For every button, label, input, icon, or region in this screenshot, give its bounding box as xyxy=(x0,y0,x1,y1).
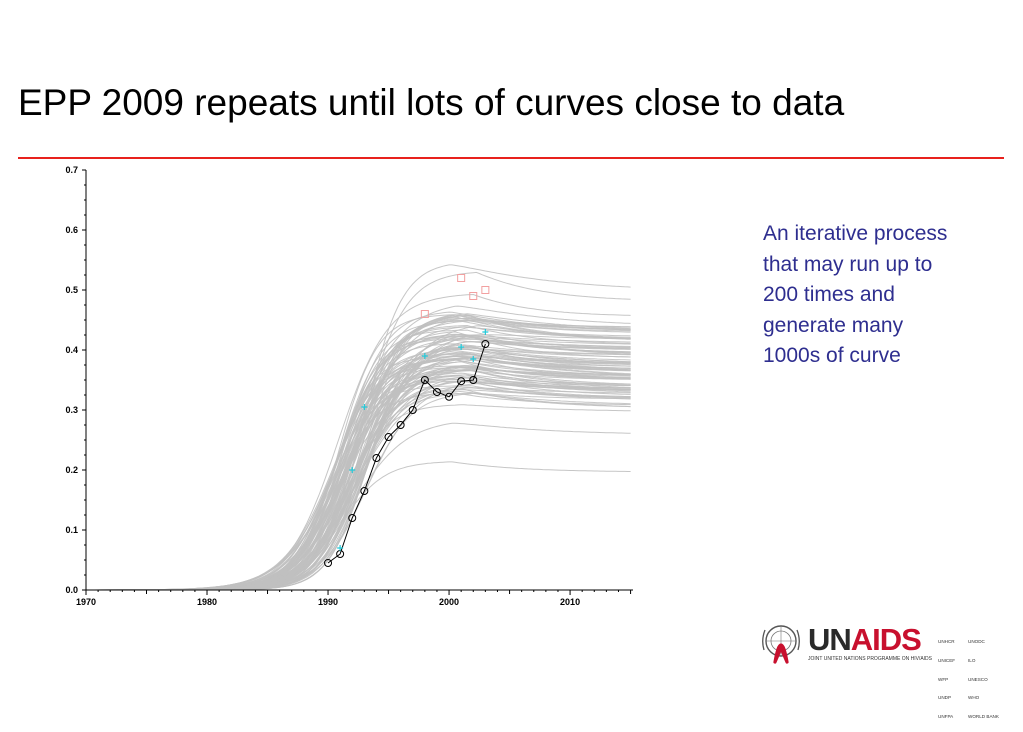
y-tick-label: 0.6 xyxy=(65,225,78,235)
data-point-cross xyxy=(421,353,428,359)
data-point-circle xyxy=(396,421,405,429)
simulated-curves xyxy=(86,264,631,591)
x-tick-label: 2010 xyxy=(560,597,580,607)
y-tick-label: 0.2 xyxy=(65,465,78,475)
cosponsors-list-2: UNODC ILO UNESCO WHO WORLD BANK xyxy=(968,627,999,732)
y-tick-label: 0.0 xyxy=(65,585,78,595)
data-point-circle xyxy=(384,433,393,441)
cosponsor: WFP xyxy=(938,676,949,682)
x-tick-label: 1980 xyxy=(197,597,217,607)
data-point-circle xyxy=(348,514,357,522)
data-point-circle xyxy=(360,487,369,495)
cosponsor: UNHCR xyxy=(938,639,955,645)
data-point-circle xyxy=(372,454,381,462)
cosponsor: ILO xyxy=(968,658,976,664)
data-point-cross xyxy=(470,356,477,362)
cosponsors-list-1: UNHCR UNICEF WFP UNDP UNFPA xyxy=(938,627,955,732)
data-point-cross xyxy=(337,545,344,551)
cosponsor: UNICEF xyxy=(938,658,956,664)
data-point-circle xyxy=(324,559,333,567)
cosponsor: UNFPA xyxy=(938,713,954,719)
data-point-circle xyxy=(432,388,441,396)
data-point-cross xyxy=(482,329,489,335)
iteration-note: An iterative process that may run up to … xyxy=(763,222,948,367)
slide-title: EPP 2009 repeats until lots of curves cl… xyxy=(18,82,845,123)
surveillance-data-points xyxy=(324,274,490,567)
logo-subtitle: JOINT UNITED NATIONS PROGRAMME ON HIV/AI… xyxy=(808,656,932,662)
chart-axes: 0.0 0.1 0.2 0.3 0.4 0.5 0.6 0.7 1970 1980 1990 2000… xyxy=(65,165,633,607)
cosponsor: UNODC xyxy=(968,639,985,645)
data-point-circle xyxy=(457,377,466,386)
cosponsor: UNDP xyxy=(938,695,952,701)
data-point-cross xyxy=(361,404,368,410)
cosponsor: UNESCO xyxy=(968,676,988,682)
un-emblem-with-red-ribbon-icon xyxy=(762,625,800,664)
data-point-circle xyxy=(408,406,417,414)
data-point-circle xyxy=(481,340,490,348)
y-tick-label: 0.5 xyxy=(65,285,78,295)
y-tick-label: 0.7 xyxy=(65,165,78,175)
data-point-circle xyxy=(420,376,429,384)
data-point-square xyxy=(457,274,466,282)
y-tick-label: 0.4 xyxy=(65,345,78,355)
data-point-cross xyxy=(458,344,465,350)
x-tick-label: 1990 xyxy=(318,597,338,607)
x-tick-label: 1970 xyxy=(76,597,96,607)
data-point-circle xyxy=(445,392,454,401)
logo-wordmark: UNAIDS xyxy=(808,622,922,657)
data-point-cross xyxy=(349,467,356,473)
title-divider xyxy=(18,157,1004,159)
unaids-logo: UNAIDS JOINT UNITED NATIONS PROGRAMME ON… xyxy=(758,618,1008,719)
data-point-square xyxy=(469,292,478,300)
x-tick-label: 2000 xyxy=(439,597,459,607)
cosponsor: WORLD BANK xyxy=(968,713,999,719)
cosponsor: WHO xyxy=(968,695,980,701)
data-point-square xyxy=(420,310,429,318)
data-point-square xyxy=(481,286,490,294)
y-tick-label: 0.1 xyxy=(65,525,78,535)
data-point-circle xyxy=(469,376,478,384)
prevalence-chart: 0.0 0.1 0.2 0.3 0.4 0.5 0.6 0.7 1970 1980 1990 2000… xyxy=(65,165,633,607)
y-tick-label: 0.3 xyxy=(65,405,78,415)
